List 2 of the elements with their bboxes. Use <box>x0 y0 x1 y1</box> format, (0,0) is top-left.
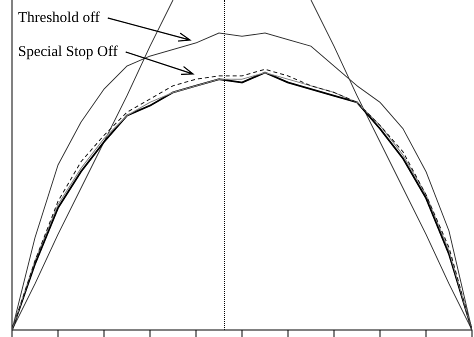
annotation: Special Stop Off <box>18 43 118 61</box>
annotation: Threshold off <box>18 9 100 27</box>
